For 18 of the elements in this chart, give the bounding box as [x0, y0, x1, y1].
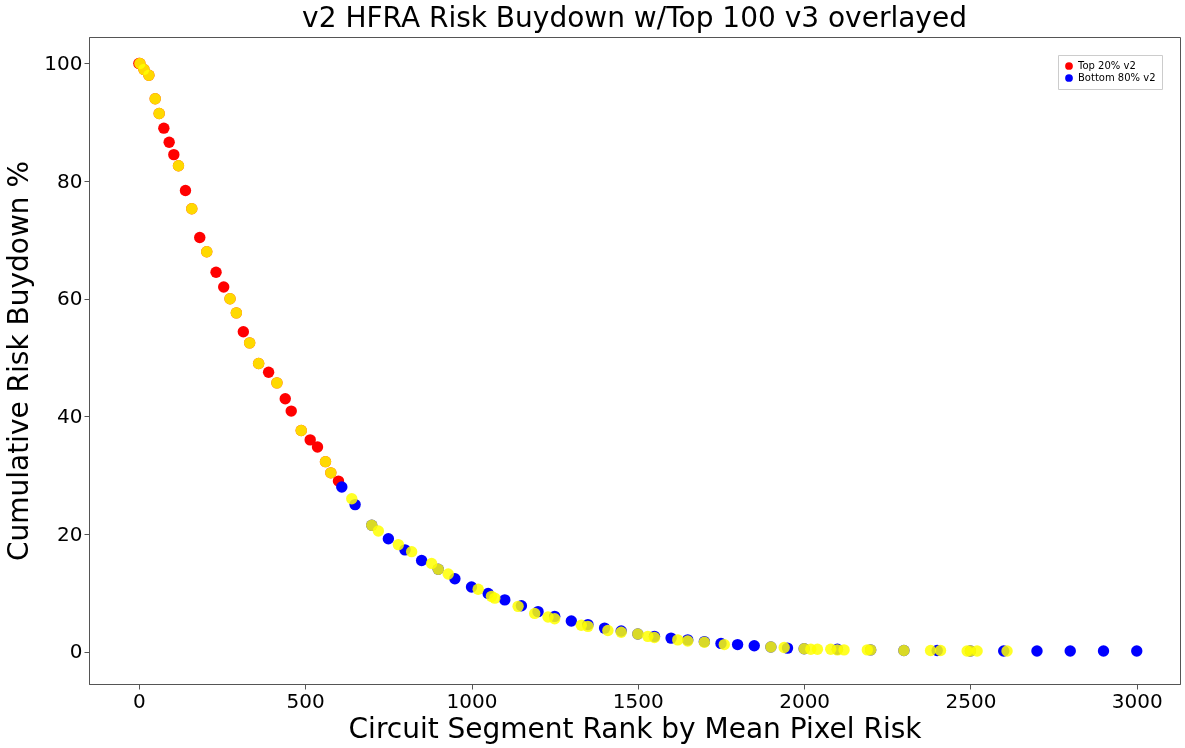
legend-label: Bottom 80% v2	[1078, 72, 1156, 83]
legend-label: Top 20% v2	[1077, 60, 1136, 71]
y-tick-label: 60	[57, 286, 83, 311]
y-tick-label: 80	[57, 168, 83, 193]
y-tick-label: 100	[44, 50, 83, 75]
x-tick-label: 0	[133, 688, 146, 713]
y-tick-label: 0	[69, 639, 83, 664]
chart-title: v2 HFRA Risk Buydown w/Top 100 v3 overlayed	[302, 1, 967, 34]
x-tick-label: 1500	[612, 688, 664, 713]
y-axis-title: Cumulative Risk Buydown %	[2, 160, 36, 562]
y-tick-label: 40	[57, 403, 83, 428]
x-axis-title: Circuit Segment Rank by Mean Pixel Risk	[348, 711, 923, 745]
x-tick-label: 2000	[779, 688, 831, 713]
x-tick-label: 3000	[1111, 688, 1163, 713]
x-tick-label: 500	[286, 688, 325, 713]
x-tick-label: 1000	[446, 688, 498, 713]
y-tick-label: 20	[57, 521, 83, 546]
x-tick-label: 2500	[945, 688, 997, 713]
